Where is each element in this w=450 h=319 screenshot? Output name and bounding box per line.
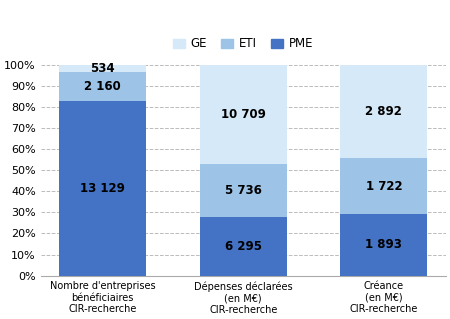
Bar bbox=[200, 217, 287, 276]
Bar bbox=[200, 65, 287, 164]
Text: 2 892: 2 892 bbox=[365, 105, 402, 118]
Bar bbox=[340, 65, 428, 159]
Text: 10 709: 10 709 bbox=[221, 108, 266, 121]
Text: 534: 534 bbox=[90, 62, 115, 75]
Text: 2 160: 2 160 bbox=[84, 80, 121, 93]
Text: 6 295: 6 295 bbox=[225, 240, 262, 253]
Bar bbox=[59, 65, 146, 72]
Legend: GE, ETI, PME: GE, ETI, PME bbox=[168, 33, 318, 55]
Text: 13 129: 13 129 bbox=[80, 182, 125, 195]
Bar bbox=[59, 101, 146, 276]
Bar bbox=[340, 214, 428, 276]
Bar bbox=[340, 159, 428, 214]
Text: 5 736: 5 736 bbox=[225, 184, 262, 197]
Bar bbox=[200, 164, 287, 217]
Text: 1 893: 1 893 bbox=[365, 238, 402, 251]
Bar bbox=[59, 72, 146, 101]
Text: 1 722: 1 722 bbox=[365, 180, 402, 193]
